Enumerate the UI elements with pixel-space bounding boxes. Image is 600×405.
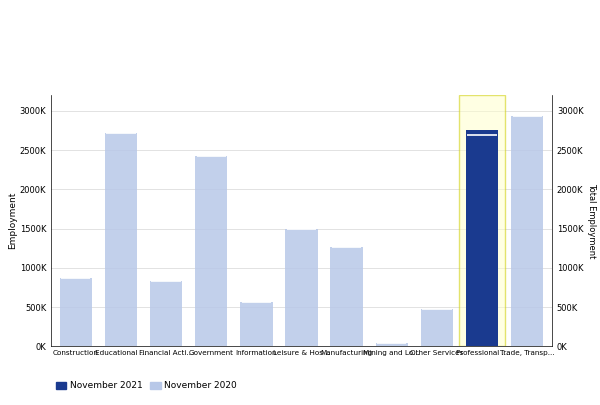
Bar [195, 156, 227, 346]
Bar [240, 302, 272, 346]
Bar [466, 130, 498, 346]
Text: California Employment Report, UCR Center for Economic Forecasting: California Employment Report, UCR Center… [7, 57, 319, 66]
Y-axis label: Employment: Employment [8, 192, 17, 249]
Legend: November 2021, November 2020: November 2021, November 2020 [56, 382, 237, 390]
FancyBboxPatch shape [460, 95, 505, 346]
Bar [59, 278, 92, 346]
Y-axis label: Total Employment: Total Employment [587, 183, 596, 258]
Bar [511, 115, 544, 346]
Bar [466, 135, 498, 346]
Bar [105, 133, 137, 346]
Bar [285, 229, 318, 346]
Bar [150, 281, 182, 346]
Text: Seasonally Adjusted Employment By Industry: Seasonally Adjusted Employment By Indust… [7, 22, 348, 35]
Bar [376, 343, 408, 346]
Bar [331, 247, 363, 346]
Bar [421, 309, 453, 346]
